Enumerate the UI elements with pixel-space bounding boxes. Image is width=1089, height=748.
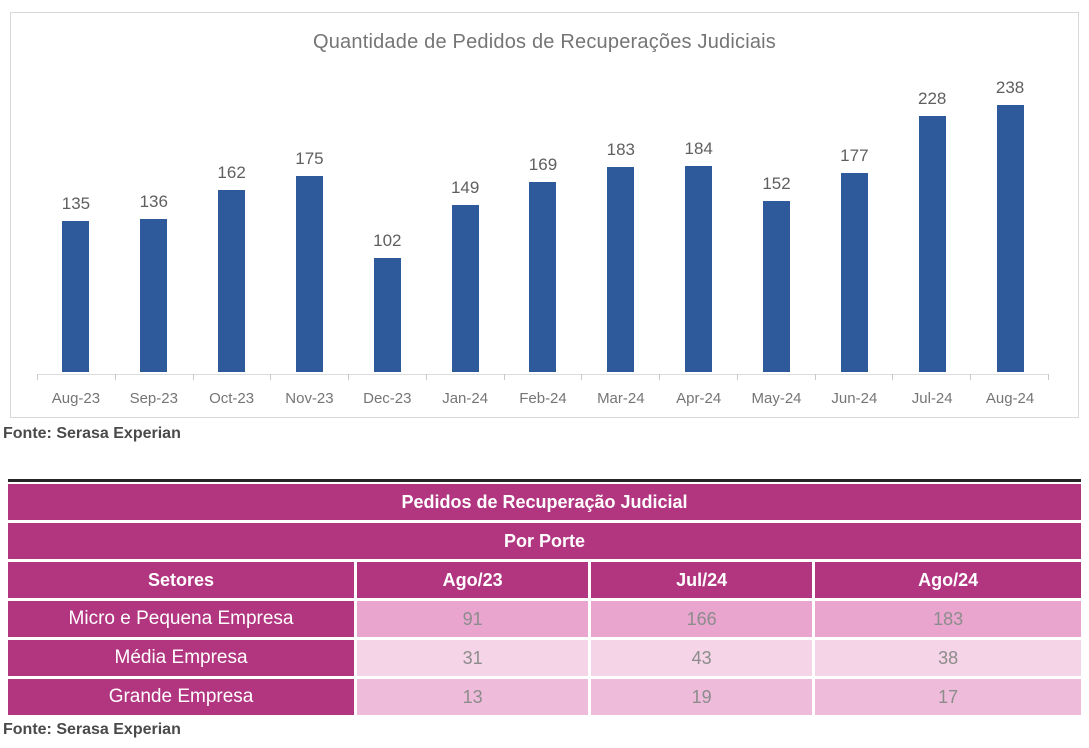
bar-value-label: 184 [684,139,713,158]
table-data-cell: 38 [815,640,1081,676]
bar-value-label: 135 [61,194,91,213]
bar-slot: 177 [815,146,893,372]
tick-mark [581,374,659,380]
bar [607,167,635,372]
bar-value-label: 228 [918,89,947,108]
bar-value-label: 177 [840,146,869,165]
bar-slot: 162 [193,163,271,372]
bar [763,201,791,372]
bar [918,116,946,372]
bar-value-label: 102 [373,231,402,250]
bar-slot: 183 [582,140,660,372]
chart-plot-area: 135 136 162 175 102 149 169 183 184 152 177 228 238 [37,70,1049,372]
bar-value-label: 152 [762,174,791,193]
table-title: Pedidos de Recuperação Judicial [8,484,1081,520]
table-row-label: Grande Empresa [8,679,355,715]
bar [218,190,246,372]
tick-mark [892,374,970,380]
bar-slot: 175 [271,149,349,372]
table-column-header: Jul/24 [591,562,813,598]
recovery-requests-table: Pedidos de Recuperação Judicial Por Port… [8,479,1081,715]
x-axis-label: Apr-24 [676,390,722,407]
bar [295,176,323,372]
tick-mark [503,374,582,380]
bar [996,105,1024,372]
table-row-label: Média Empresa [8,640,355,676]
x-axis-label: Mar-24 [597,390,645,407]
x-axis-labels: Aug-23 Sep-23 Oct-23 Nov-23 Dec-23 Jan-24 Feb-… [37,387,1049,411]
bar-slot: 135 [37,194,115,372]
tick-mark [659,374,737,380]
chart-title: Quantidade de Pedidos de Recuperações Ju… [312,31,777,53]
x-axis-line [37,374,1049,375]
table-column-header: Ago/24 [815,562,1081,598]
bar [685,166,713,372]
bar-slot: 102 [348,231,426,372]
chart-source-note: Fonte: Serasa Experian [3,425,181,442]
bar-slot: 149 [426,178,504,372]
table-data-cell: 43 [591,640,813,676]
bar-slot: 238 [971,78,1049,372]
bar-slot: 136 [115,192,193,372]
x-axis-label: Sep-23 [129,390,178,407]
table-data-cell: 183 [815,601,1081,637]
x-axis-label: Aug-24 [985,390,1035,407]
x-axis-label: Jul-24 [911,390,953,407]
bar-slot: 169 [504,155,582,372]
bar-value-label: 175 [295,149,324,168]
bar-value-label: 136 [139,192,168,211]
tick-mark [114,374,193,380]
x-axis-label: Oct-23 [209,390,255,407]
tick-mark [192,374,271,380]
x-axis-ticks [37,374,1049,380]
table-subtitle: Por Porte [8,523,1081,559]
table-data-cell: 166 [591,601,813,637]
bar [840,173,868,372]
table-column-header: Ago/23 [357,562,589,598]
table-data-cell: 17 [815,679,1081,715]
tick-mark [425,374,504,380]
bar [62,221,90,372]
bar [140,219,168,372]
bar-value-label: 149 [450,178,480,197]
table-data-cell: 19 [591,679,813,715]
tick-mark [736,374,815,380]
table-data-cell: 31 [357,640,589,676]
x-axis-label: Aug-23 [51,390,101,407]
bar-slot: 228 [893,89,971,372]
x-axis-label: Jan-24 [442,390,489,407]
bar-value-label: 183 [606,140,636,159]
bar-value-label: 169 [528,155,558,174]
table-data-cell: 13 [357,679,589,715]
table-source-note: Fonte: Serasa Experian [3,721,181,738]
bar [529,182,557,372]
table-row-label: Micro e Pequena Empresa [8,601,355,637]
x-axis-label: Nov-23 [285,390,334,407]
x-axis-label: May-24 [751,390,802,407]
x-axis-label: Dec-23 [363,390,412,407]
tick-mark [814,374,893,380]
bar-slot: 184 [660,139,738,372]
tick-mark [348,374,426,380]
bar-chart-card: Quantidade de Pedidos de Recuperações Ju… [10,12,1079,418]
bar-value-label: 238 [995,78,1025,97]
bar [451,205,479,372]
x-axis-label: Feb-24 [519,390,567,407]
bar [373,258,401,372]
bar-value-label: 162 [217,163,246,182]
tick-mark [970,374,1049,380]
table-column-header: Setores [8,562,355,598]
bar-slot: 152 [738,174,816,372]
table-data-cell: 91 [357,601,589,637]
tick-mark [37,374,115,380]
tick-mark [270,374,348,380]
x-axis-label: Jun-24 [831,390,878,407]
